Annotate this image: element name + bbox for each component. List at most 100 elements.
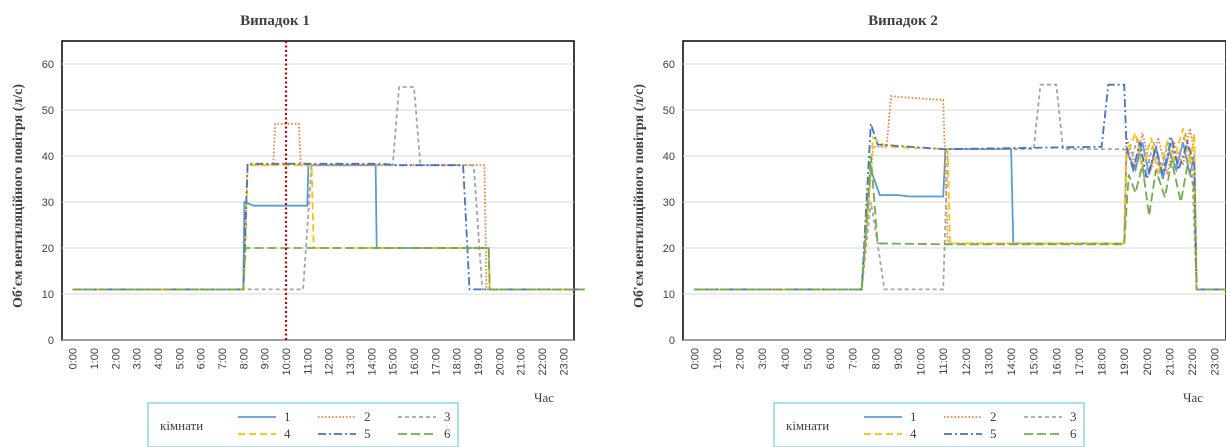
legend-label-6: 6 bbox=[444, 426, 451, 441]
y-tick-label: 30 bbox=[42, 197, 54, 209]
legend-label-5: 5 bbox=[364, 426, 371, 441]
x-tick-label: 14:00 bbox=[1006, 348, 1018, 376]
x-tick-label: 15:00 bbox=[1029, 348, 1041, 376]
y-tick-label: 60 bbox=[42, 59, 54, 71]
legend-label-2: 2 bbox=[990, 409, 997, 424]
legend-label-3: 3 bbox=[444, 409, 451, 424]
y-tick-label: 20 bbox=[42, 243, 54, 255]
legend-box bbox=[773, 402, 1085, 447]
legend-label-4: 4 bbox=[910, 426, 917, 441]
x-tick-label: 0:00 bbox=[68, 348, 80, 369]
x-tick-label: 13:00 bbox=[345, 348, 357, 376]
x-tick-label: 20:00 bbox=[494, 348, 506, 376]
x-tick-label: 20:00 bbox=[1142, 348, 1154, 376]
x-tick-label: 3:00 bbox=[757, 348, 769, 369]
x-tick-label: 7:00 bbox=[848, 348, 860, 369]
x-tick-label: 10:00 bbox=[916, 348, 928, 376]
series-line-5 bbox=[694, 83, 1226, 291]
x-tick-label: 18:00 bbox=[452, 348, 464, 376]
legend: кімнати 1 2 3 4 5 6 bbox=[147, 402, 459, 447]
x-tick-label: 3:00 bbox=[132, 348, 144, 369]
x-tick-label: 10:00 bbox=[281, 348, 293, 376]
chart-title: Випадок 1 bbox=[240, 13, 310, 29]
x-tick-label: 12:00 bbox=[324, 348, 336, 376]
plot-area-frame bbox=[61, 40, 575, 341]
legend-label-4: 4 bbox=[284, 426, 291, 441]
x-tick-label: 17:00 bbox=[1074, 348, 1086, 376]
x-tick-label: 14:00 bbox=[366, 348, 378, 376]
y-axis-label: Об'єм вентиляційного повітря (л/с) bbox=[11, 84, 26, 308]
legend-label-6: 6 bbox=[1070, 426, 1077, 441]
x-tick-label: 17:00 bbox=[430, 348, 442, 376]
series-line-3 bbox=[72, 86, 585, 291]
y-tick-label: 50 bbox=[663, 105, 675, 117]
series-line-6 bbox=[694, 155, 1226, 291]
x-tick-label: 9:00 bbox=[893, 348, 905, 369]
x-tick-label: 16:00 bbox=[1051, 348, 1063, 376]
x-tick-label: 19:00 bbox=[1119, 348, 1131, 376]
legend-label-5: 5 bbox=[990, 426, 997, 441]
x-tick-label: 12:00 bbox=[961, 348, 973, 376]
x-tick-label: 22:00 bbox=[537, 348, 549, 376]
legend-label-3: 3 bbox=[1070, 409, 1077, 424]
x-axis-label: Час bbox=[1183, 390, 1203, 405]
series-line-3 bbox=[694, 83, 1226, 291]
x-tick-label: 8:00 bbox=[870, 348, 882, 369]
legend-label-1: 1 bbox=[910, 409, 917, 424]
x-tick-label: 22:00 bbox=[1187, 348, 1199, 376]
x-tick-label: 16:00 bbox=[409, 348, 421, 376]
x-tick-label: 2:00 bbox=[110, 348, 122, 369]
chart-case-2: Випадок 2 Об'єм вентиляційного повітря (… bbox=[632, 13, 1226, 447]
x-tick-label: 5:00 bbox=[802, 348, 814, 369]
legend-box bbox=[147, 402, 459, 447]
y-tick-label: 10 bbox=[663, 289, 675, 301]
y-tick-label: 0 bbox=[669, 335, 675, 347]
x-tick-label: 5:00 bbox=[174, 348, 186, 369]
y-tick-label: 60 bbox=[663, 59, 675, 71]
y-axis-label: Об'єм вентиляційного повітря (л/с) bbox=[632, 84, 647, 308]
y-tick-label: 30 bbox=[663, 197, 675, 209]
chart-case-1: Випадок 1 Об'єм вентиляційного повітря (… bbox=[11, 13, 585, 447]
series-line-2 bbox=[72, 122, 585, 291]
x-axis-label: Час bbox=[534, 390, 554, 405]
x-tick-label: 11:00 bbox=[938, 348, 950, 375]
x-tick-label: 15:00 bbox=[388, 348, 400, 376]
x-tick-label: 6:00 bbox=[196, 348, 208, 369]
legend-heading: кімнати bbox=[160, 418, 203, 433]
series-line-6 bbox=[72, 247, 585, 291]
x-tick-label: 0:00 bbox=[689, 348, 701, 369]
x-tick-label: 7:00 bbox=[217, 348, 229, 369]
legend-heading: кімнати bbox=[786, 418, 829, 433]
y-tick-label: 40 bbox=[42, 151, 54, 163]
x-tick-label: 13:00 bbox=[983, 348, 995, 376]
x-tick-label: 8:00 bbox=[238, 348, 250, 369]
x-tick-label: 21:00 bbox=[1164, 348, 1176, 376]
legend-label-1: 1 bbox=[284, 409, 291, 424]
legend-label-2: 2 bbox=[364, 409, 371, 424]
y-tick-label: 20 bbox=[663, 243, 675, 255]
chart-title: Випадок 2 bbox=[868, 13, 938, 29]
plot-area-frame bbox=[682, 40, 1226, 341]
x-tick-label: 4:00 bbox=[780, 348, 792, 369]
x-tick-label: 1:00 bbox=[89, 348, 101, 369]
legend-items: 1 2 3 4 5 6 bbox=[864, 409, 1077, 441]
y-tick-label: 50 bbox=[42, 105, 54, 117]
series-line-5 bbox=[72, 162, 585, 291]
legend: кімнати 1 2 3 4 5 6 bbox=[773, 402, 1085, 447]
x-tick-label: 4:00 bbox=[153, 348, 165, 369]
y-tick-label: 40 bbox=[663, 151, 675, 163]
x-tick-label: 21:00 bbox=[516, 348, 528, 376]
x-tick-label: 19:00 bbox=[473, 348, 485, 376]
x-tick-label: 6:00 bbox=[825, 348, 837, 369]
legend-items: 1 2 3 4 5 6 bbox=[238, 409, 451, 441]
x-tick-label: 9:00 bbox=[260, 348, 272, 369]
y-tick-label: 10 bbox=[42, 289, 54, 301]
x-tick-label: 18:00 bbox=[1097, 348, 1109, 376]
x-tick-label: 23:00 bbox=[1210, 348, 1222, 376]
x-tick-label: 2:00 bbox=[735, 348, 747, 369]
x-tick-label: 23:00 bbox=[558, 348, 570, 376]
y-tick-label: 0 bbox=[48, 335, 54, 347]
x-tick-label: 1:00 bbox=[712, 348, 724, 369]
x-tick-label: 11:00 bbox=[302, 348, 314, 375]
